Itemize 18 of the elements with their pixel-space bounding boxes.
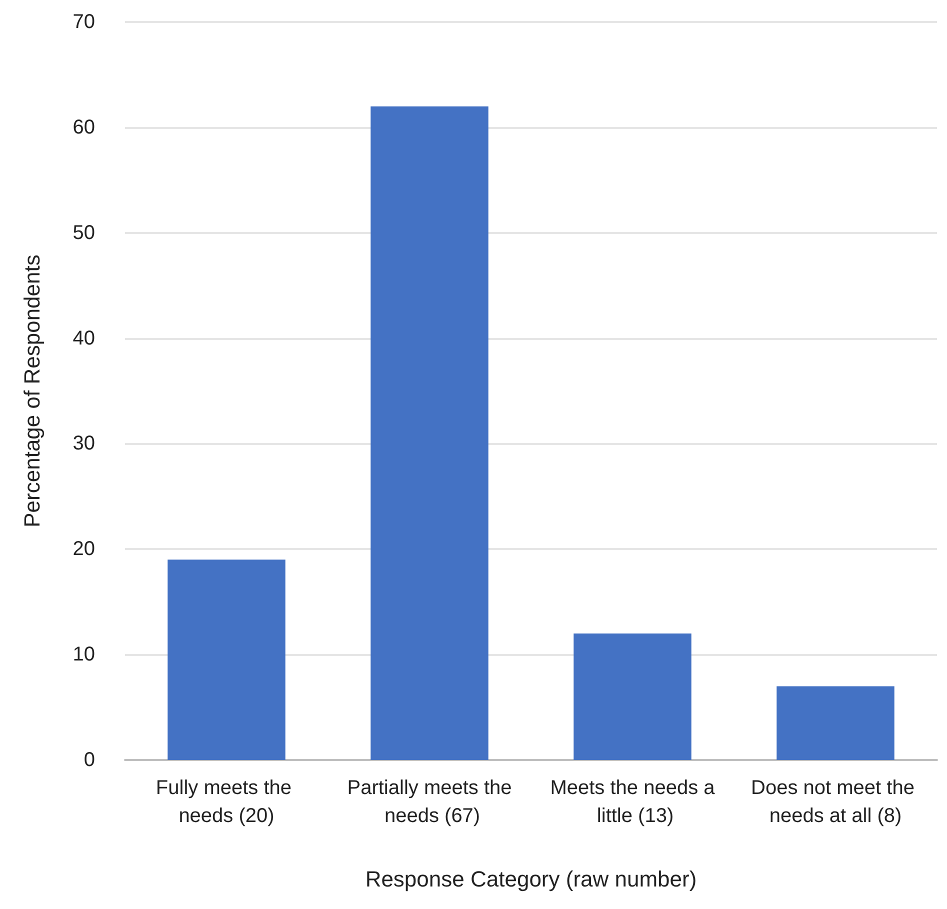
bar [168, 560, 286, 760]
y-tick-label: 10 [72, 644, 95, 666]
x-tick-label: Meets the needs a little (13) [550, 777, 716, 827]
bar [776, 686, 894, 760]
y-tick-label: 30 [72, 432, 95, 455]
y-tick-label: 0 [84, 749, 95, 771]
y-tick-label: 70 [72, 11, 95, 33]
y-tick-label: 50 [72, 222, 95, 244]
x-tick-label: Does not meet the needs at all (8) [751, 777, 920, 827]
bar [574, 633, 692, 760]
y-tick-label: 40 [72, 327, 95, 350]
x-tick-label: Partially meets the needs (67) [347, 777, 512, 827]
x-axis-title: Response Category (raw number) [365, 866, 697, 892]
y-tick-label: 20 [72, 538, 95, 560]
y-axis-title: Percentage of Respondents [20, 254, 44, 528]
y-tick-label: 60 [72, 116, 95, 138]
x-tick-label: Fully meets the needs (20) [156, 777, 298, 827]
bar [370, 106, 488, 760]
